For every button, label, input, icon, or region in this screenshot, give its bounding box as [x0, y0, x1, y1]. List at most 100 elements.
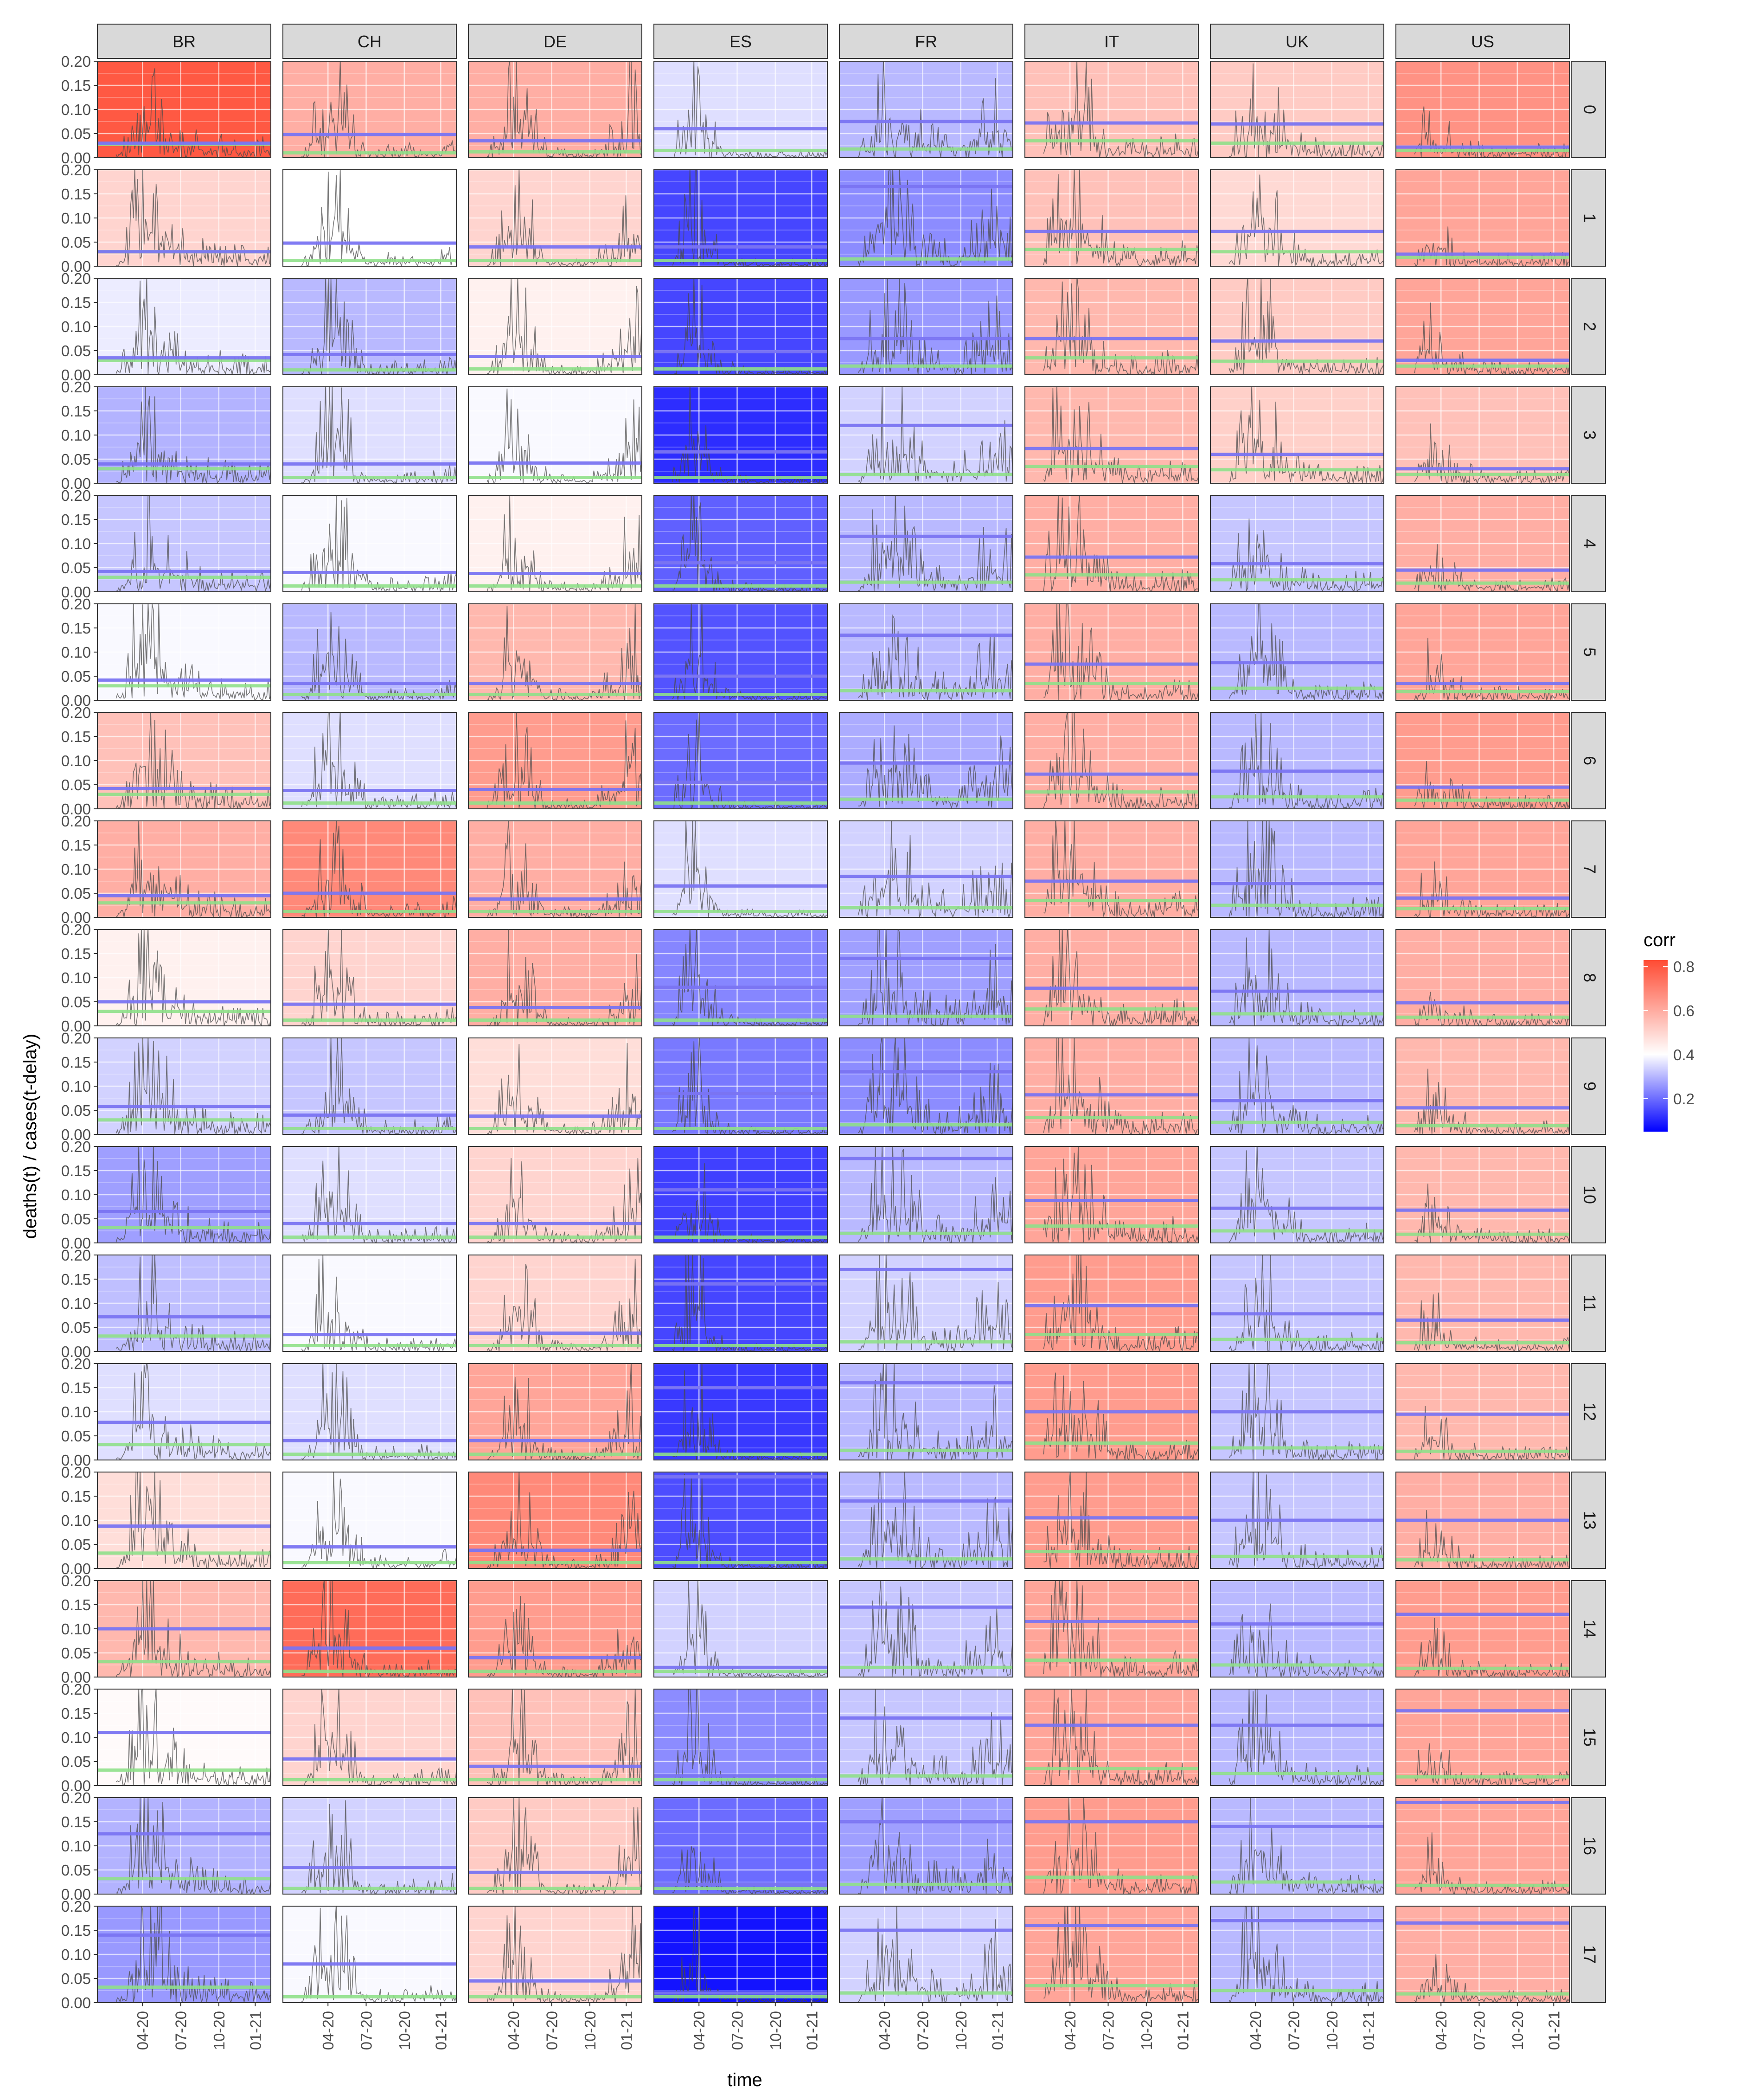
- facet-panel: [468, 820, 642, 918]
- column-strip-label: DE: [544, 32, 567, 51]
- facet-border: [1210, 1906, 1384, 2003]
- ratio-series-line: [1229, 712, 1384, 809]
- facet-panel: [97, 277, 271, 376]
- ratio-series-line: [1414, 1292, 1569, 1351]
- facet-panel: [653, 1254, 828, 1352]
- row-strip: [1571, 1580, 1606, 1677]
- facet-border: [1395, 61, 1570, 158]
- facet-panel: [653, 60, 828, 159]
- facet-panel: [282, 386, 457, 484]
- row-strip: [1571, 1906, 1606, 2003]
- row-strip-label: 5: [1580, 647, 1599, 657]
- facet-panel: [1210, 494, 1384, 593]
- facet-panel: [839, 277, 1013, 376]
- facet-border: [282, 169, 457, 267]
- ratio-series-line: [1228, 1038, 1384, 1134]
- ratio-series-line: [115, 1146, 271, 1243]
- facet-panel: [1024, 820, 1199, 918]
- row-strip-label: 16: [1580, 1837, 1599, 1855]
- facet-border: [1210, 1146, 1384, 1243]
- y-tick-label: 0.15: [61, 728, 91, 745]
- y-tick-label: 0.10: [61, 1512, 91, 1529]
- row-strip: [1571, 495, 1606, 592]
- facet-panel: [653, 603, 828, 701]
- column-strip-label: US: [1471, 32, 1494, 51]
- y-tick-label: 0.05: [61, 1753, 91, 1770]
- y-tick-label: 0.00: [61, 583, 91, 601]
- facet-border: [282, 386, 457, 484]
- y-tick-label: 0.10: [61, 861, 91, 878]
- ratio-series-line: [1228, 1603, 1384, 1677]
- column-strip-label: BR: [173, 32, 196, 51]
- facet-panel: [839, 386, 1013, 484]
- facet-panel: [1210, 1363, 1384, 1461]
- facet-panel: [282, 1471, 457, 1569]
- facet-panel: [468, 60, 642, 159]
- ratio-series-line: [672, 1255, 827, 1351]
- x-tick-label: 07-20: [1471, 2011, 1488, 2050]
- facet-border: [1210, 1037, 1384, 1135]
- y-tick-label: 0.10: [61, 318, 91, 335]
- facet-border: [1210, 929, 1384, 1026]
- ratio-series-line: [301, 1146, 456, 1243]
- facet-border: [839, 712, 1013, 809]
- facet-panel: [1395, 1363, 1570, 1461]
- column-strip: [1024, 24, 1199, 59]
- facet-panel: [839, 711, 1013, 810]
- facet-border: [1395, 603, 1570, 701]
- column-strip: [1210, 24, 1384, 59]
- facet-panel: [468, 1363, 642, 1461]
- facet-panel: [1210, 1471, 1384, 1569]
- facet-panel: [97, 1471, 271, 1569]
- facet-panel: [97, 1580, 271, 1678]
- facet-panel: [653, 1037, 828, 1135]
- facet-panel: [282, 277, 457, 376]
- x-tick-label: 07-20: [915, 2011, 932, 2050]
- y-tick-label: 0.00: [61, 1343, 91, 1360]
- facet-panel: [468, 1471, 642, 1569]
- facet-panel: [1395, 1037, 1570, 1135]
- y-tick-label: 0.20: [61, 921, 91, 938]
- facet-panel: [1210, 1146, 1384, 1244]
- row-strip-label: 13: [1580, 1511, 1599, 1530]
- facet-panel: [1024, 1363, 1199, 1461]
- facet-border: [1024, 1689, 1199, 1786]
- ratio-series-line: [115, 1255, 271, 1351]
- x-axis-title: time: [727, 2070, 762, 2090]
- y-tick-label: 0.20: [61, 1247, 91, 1264]
- column-strip: [653, 24, 828, 59]
- ratio-series-line: [1228, 1146, 1384, 1243]
- facet-panel: [1024, 1037, 1199, 1135]
- y-tick-label: 0.15: [61, 1813, 91, 1831]
- facet-panel: [839, 1905, 1013, 2004]
- row-strip-label: 8: [1580, 973, 1599, 982]
- y-tick-label: 0.10: [61, 101, 91, 118]
- facet-border: [1210, 1580, 1384, 1677]
- y-tick-label: 0.00: [61, 149, 91, 166]
- facet-panel: [1210, 1905, 1384, 2004]
- facet-panel: [282, 1905, 457, 2004]
- y-tick-label: 0.20: [61, 487, 91, 504]
- facet-border: [839, 386, 1013, 484]
- facet-panel: [1024, 60, 1199, 159]
- facet-panel: [653, 386, 828, 484]
- y-tick-label: 0.20: [61, 1464, 91, 1481]
- x-tick-label: 04-20: [691, 2011, 708, 2050]
- y-tick-label: 0.10: [61, 535, 91, 552]
- y-tick-label: 0.10: [61, 1295, 91, 1312]
- row-strip: [1571, 820, 1606, 918]
- facet-border: [282, 1472, 457, 1569]
- facet-border: [839, 1146, 1013, 1243]
- y-tick-label: 0.15: [61, 511, 91, 528]
- y-tick-label: 0.05: [61, 1102, 91, 1119]
- y-tick-label: 0.15: [61, 1705, 91, 1722]
- ratio-series-line: [857, 61, 1013, 158]
- y-tick-label: 0.00: [61, 1126, 91, 1143]
- facet-border: [1395, 386, 1570, 484]
- y-tick-label: 0.15: [61, 186, 91, 203]
- ratio-series-line: [857, 1255, 1013, 1351]
- facet-border: [839, 1580, 1013, 1677]
- ratio-series-line: [1414, 1954, 1569, 2003]
- ratio-series-line: [1228, 821, 1384, 917]
- row-strip: [1571, 1363, 1606, 1460]
